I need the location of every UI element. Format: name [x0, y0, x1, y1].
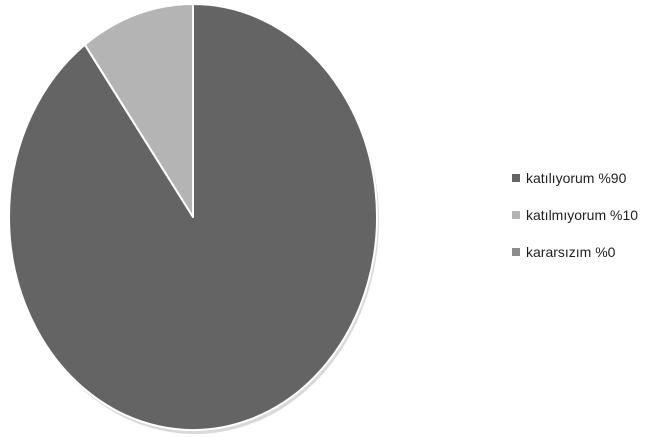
legend-label-katilmiyorum: katılmıyorum %10: [526, 207, 639, 223]
pie-slice-1: [83, 3, 194, 218]
pie-slices: [8, 3, 378, 431]
legend-swatch-kararsizim: [512, 248, 520, 256]
legend-label-kararsizim: kararsızım %0: [526, 244, 616, 260]
legend: katılıyorum %90 katılmıyorum %10 kararsı…: [512, 168, 638, 279]
legend-swatch-katilmiyorum: [512, 211, 520, 219]
legend-item-kararsizim: kararsızım %0: [512, 242, 638, 262]
legend-item-katilmiyorum: katılmıyorum %10: [512, 205, 638, 225]
legend-swatch-katiliyorum: [512, 174, 520, 182]
legend-label-katiliyorum: katılıyorum %90: [526, 170, 627, 186]
legend-item-katiliyorum: katılıyorum %90: [512, 168, 638, 188]
